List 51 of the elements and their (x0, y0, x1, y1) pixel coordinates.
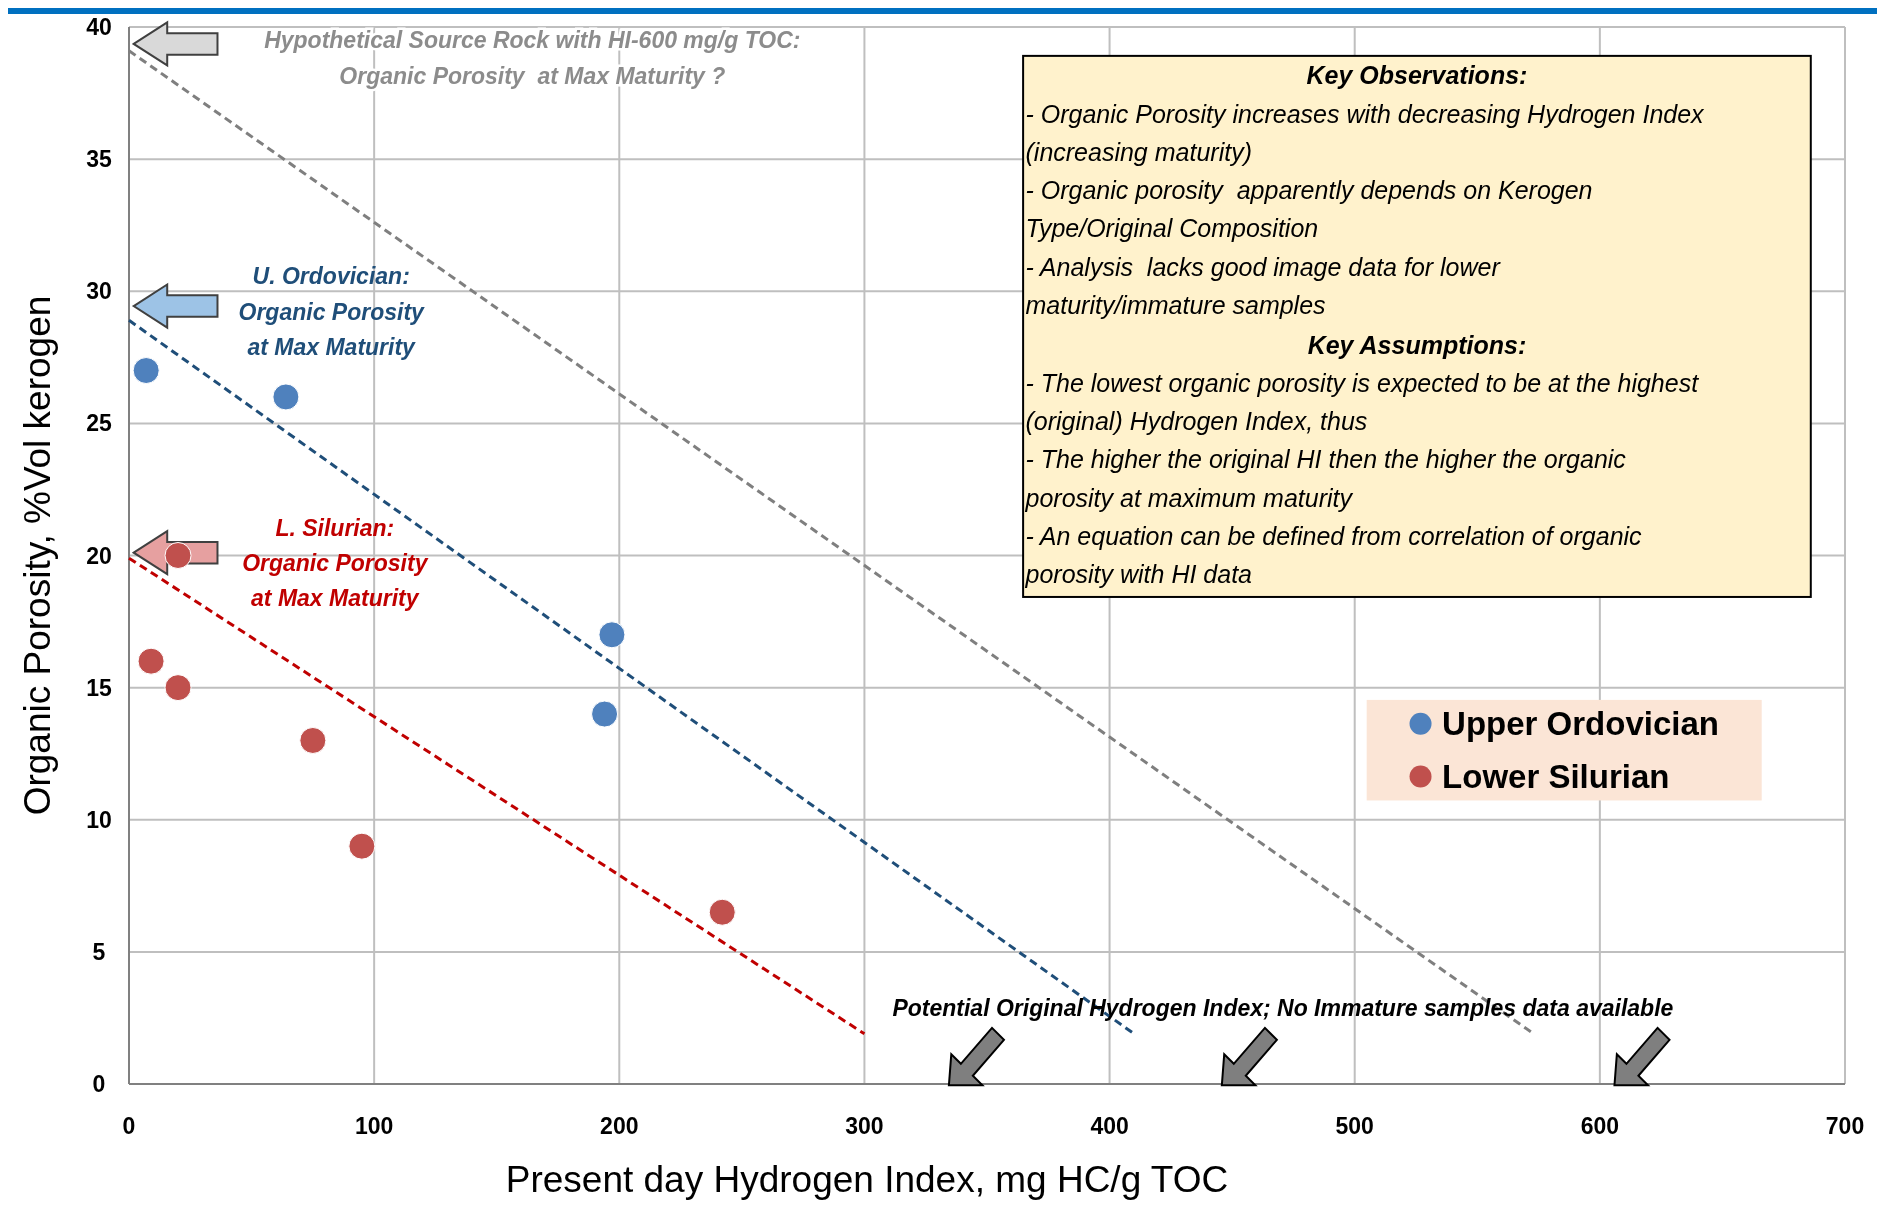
point (272, 383, 300, 411)
y-tick-label: 15 (86, 674, 112, 701)
legend-label: Lower Silurian (1442, 757, 1670, 795)
annotation: Key Assumptions: (1307, 330, 1527, 359)
annotation: U. Ordovician: (252, 263, 410, 290)
x-tick-label: 600 (1580, 1113, 1620, 1139)
annotation: - An equation can be defined from correlation of organic (1025, 522, 1643, 551)
x-tick-label: 400 (1090, 1113, 1129, 1139)
annotation: maturity/immature samples (1025, 291, 1326, 320)
annotation: Type/Original Composition (1025, 214, 1319, 243)
annotation: Organic Porosity (238, 299, 426, 326)
annotation: at Max Maturity (247, 333, 417, 360)
annotation: at Max Maturity (251, 585, 420, 612)
point (164, 674, 192, 702)
annotation: L. Silurian: (275, 514, 395, 541)
point (137, 647, 165, 675)
y-tick-label: 40 (86, 14, 112, 40)
x-tick-label: 0 (122, 1113, 136, 1139)
y-tick-label: 25 (86, 410, 112, 437)
y-tick-label: 30 (86, 278, 112, 305)
y-tick-label: 5 (92, 938, 106, 965)
annotation: - Analysis lacks good image data for lower (1025, 252, 1502, 281)
annotation: - The lowest organic porosity is expected to be at the highest (1025, 368, 1700, 397)
annotation: - The higher the original HI then the higher the organic (1025, 445, 1627, 474)
annotation: porosity with HI data (1024, 560, 1253, 589)
x-tick-label: 100 (354, 1113, 394, 1139)
point (299, 726, 327, 754)
point (591, 700, 619, 728)
y-tick-label: 20 (86, 542, 112, 569)
point (132, 357, 160, 385)
annotation: (increasing maturity) (1025, 137, 1252, 166)
point (348, 832, 376, 860)
legend-label: Upper Ordovician (1442, 704, 1719, 742)
annotation: Potential Original Hydrogen Index; No Immature samples data available (892, 994, 1674, 1021)
annotation: (original) Hydrogen Index, thus (1025, 407, 1368, 436)
y-tick-label: 0 (92, 1071, 106, 1097)
x-tick-label: 700 (1825, 1113, 1865, 1139)
point (708, 898, 736, 926)
annotation: - Organic porosity apparently depends on Kerogen (1025, 176, 1593, 205)
x-axis-title: Present day Hydrogen Index, mg HC/g TOC (505, 1159, 1229, 1200)
x-tick-label: 200 (600, 1113, 639, 1139)
annotation: porosity at maximum maturity (1024, 483, 1354, 512)
y-tick-label: 35 (86, 146, 112, 173)
point (598, 621, 626, 649)
annotation: Key Observations: (1306, 61, 1528, 90)
annotation: - Organic Porosity increases with decreasing Hydrogen Index (1025, 99, 1706, 128)
x-tick-label: 300 (845, 1113, 884, 1139)
y-tick-label: 10 (86, 806, 112, 833)
annotation: Organic Porosity (242, 550, 429, 577)
x-tick-label: 500 (1335, 1113, 1374, 1139)
y-axis-title: Organic Porosity, %Vol kerogen (17, 295, 58, 816)
